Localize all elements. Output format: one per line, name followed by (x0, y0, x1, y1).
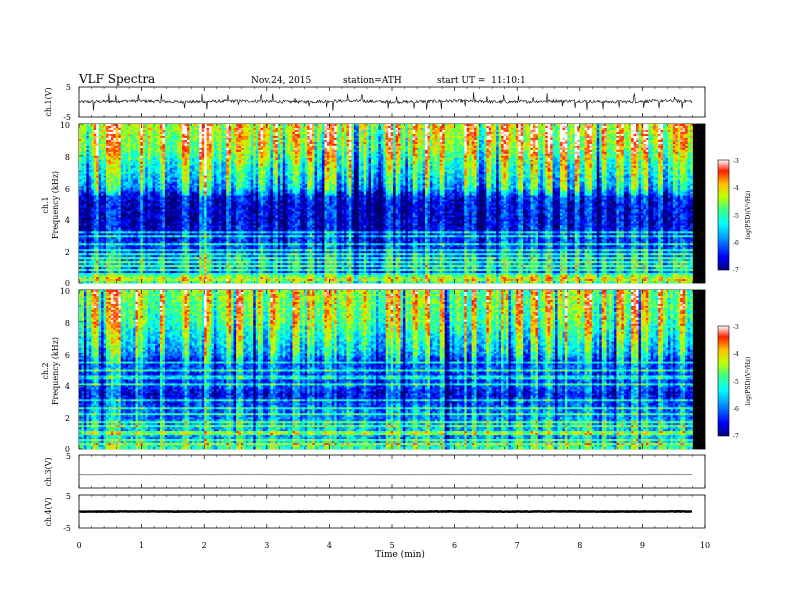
station-label: station=ATH (343, 76, 402, 86)
date-label: Nov.24, 2015 (251, 76, 312, 86)
ch1-ytick-top: 5 (66, 83, 71, 92)
ch1-ylabel: ch.1(V) (44, 87, 53, 116)
ch1-spectrogram-panel: 10 8 6 4 2 0 ch.1 Frequency (kHz) (41, 121, 705, 288)
figure-title: VLF Spectra (78, 72, 155, 86)
vlf-spectra-figure: VLF Spectra Nov.24, 2015 station=ATH sta… (0, 0, 792, 612)
ch1-spectrogram-image (79, 124, 705, 283)
ch1-waveform-panel: 5 -5 ch.1(V) (44, 83, 705, 122)
ch1-waveform-line (80, 92, 693, 111)
start-time-label: start UT = 11:10:1 (437, 76, 526, 86)
